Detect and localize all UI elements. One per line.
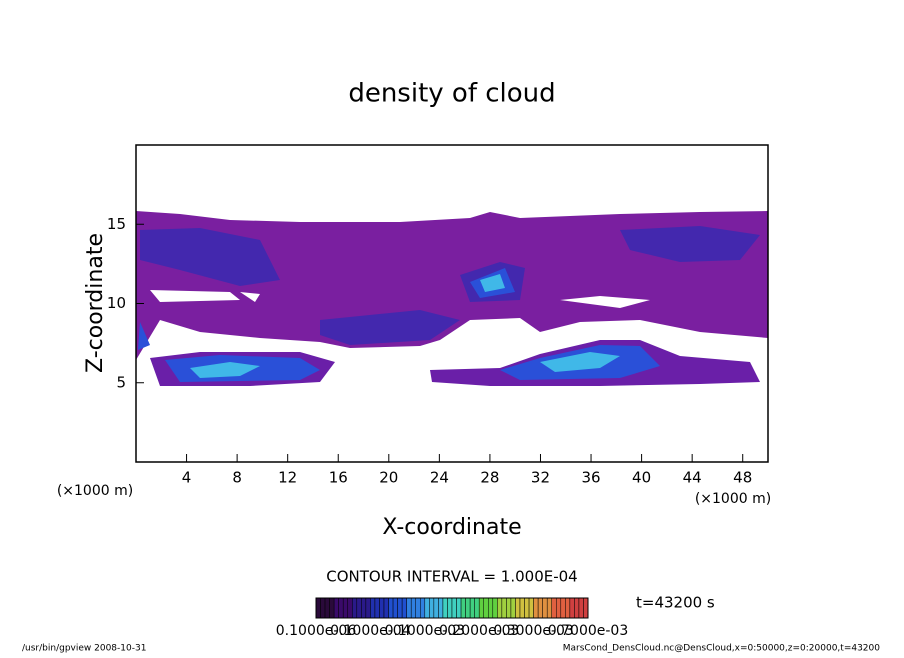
y-axis-label: Z-coordinate (83, 233, 108, 373)
colorbar-segment (365, 597, 371, 619)
colorbar-segment (542, 597, 548, 619)
colorbar-segment (515, 597, 521, 619)
x-tick-label: 28 (480, 469, 499, 487)
colorbar-segment (315, 597, 321, 619)
y-tick-label: 5 (116, 373, 126, 391)
colorbar-segment (578, 597, 584, 619)
colorbar-segment (438, 597, 444, 619)
cloud-region (190, 274, 620, 378)
x-tick-label: 24 (430, 469, 449, 487)
colorbar-segment (574, 597, 580, 619)
colorbar-segment (356, 597, 362, 619)
colorbar-label: 0.2000e-03 (439, 623, 519, 639)
colorbar-segment (510, 597, 516, 619)
colorbar-segment (551, 597, 557, 619)
colorbar-segment (569, 597, 575, 619)
x-axis-label: X-coordinate (382, 515, 521, 540)
colorbar-segment (528, 597, 534, 619)
colorbar-segment (433, 597, 439, 619)
colorbar-segment (488, 597, 494, 619)
x-tick-label: 36 (581, 469, 600, 487)
colorbar-segment (347, 597, 353, 619)
x-unit: (×1000 m) (695, 491, 771, 507)
colorbar-segment (342, 597, 348, 619)
colorbar-segment (324, 597, 330, 619)
colorbar-segment (465, 597, 471, 619)
colorbar-segment (333, 597, 339, 619)
colorbar-segment (383, 597, 389, 619)
colorbar-segment (537, 597, 543, 619)
colorbar-segment (370, 597, 376, 619)
colorbar-segment (483, 597, 489, 619)
colorbar-segment (533, 597, 539, 619)
colorbar-label: 0.1000e-06 (276, 623, 357, 639)
x-tick-label: 12 (278, 469, 297, 487)
colorbar-segment (361, 597, 367, 619)
x-tick-label: 8 (232, 469, 242, 487)
colorbar-label: 0.3000e-03 (493, 623, 573, 639)
colorbar-segment (415, 597, 421, 619)
colorbar-segment (451, 597, 457, 619)
colorbar-label: 0.1000e-04 (330, 623, 411, 639)
colorbar-segment (388, 597, 394, 619)
footer-right: MarsCond_DensCloud.nc@DensCloud,x=0:5000… (563, 644, 880, 654)
colorbar-segment (560, 597, 566, 619)
colorbar-segment (420, 597, 426, 619)
colorbar-segment (519, 597, 525, 619)
colorbar-segment (506, 597, 512, 619)
colorbar-segment (424, 597, 430, 619)
colorbar-segment (406, 597, 412, 619)
contour-interval: CONTOUR INTERVAL = 1.000E-04 (326, 568, 577, 586)
cloud-region (136, 211, 768, 360)
colorbar-segment (338, 597, 344, 619)
y-tick-label: 15 (107, 215, 126, 233)
cloud-gap (150, 290, 650, 308)
colorbar-segment (501, 597, 507, 619)
y-tick-label: 10 (107, 294, 126, 312)
x-tick-label: 40 (632, 469, 651, 487)
colorbar-segment (474, 597, 480, 619)
colorbar-label: 0.1000e-03 (385, 623, 465, 639)
colorbar: 0.1000e-060.1000e-040.1000e-030.2000e-03… (276, 597, 628, 639)
cloud-field (136, 211, 768, 386)
colorbar-segment (397, 597, 403, 619)
time-label: t=43200 s (636, 594, 715, 612)
colorbar-segment (556, 597, 562, 619)
colorbar-segment (329, 597, 335, 619)
colorbar-segment (374, 597, 380, 619)
colorbar-segment (492, 597, 498, 619)
colorbar-segment (379, 597, 385, 619)
colorbar-segment (546, 597, 552, 619)
colorbar-segment (565, 597, 571, 619)
colorbar-segment (352, 597, 358, 619)
cloud-region (140, 226, 760, 345)
colorbar-segment (401, 597, 407, 619)
x-tick-label: 32 (531, 469, 550, 487)
colorbar-segment (442, 597, 448, 619)
colorbar-segment (460, 597, 466, 619)
colorbar-segment (410, 597, 416, 619)
colorbar-segment (320, 597, 326, 619)
colorbar-segment (524, 597, 530, 619)
x-tick-label: 44 (683, 469, 702, 487)
footer-left: /usr/bin/gpview 2008-10-31 (22, 644, 146, 654)
chart-title: density of cloud (348, 79, 555, 109)
colorbar-segment (447, 597, 453, 619)
colorbar-segment (469, 597, 475, 619)
x-unit: (×1000 m) (57, 483, 133, 499)
x-tick-label: 4 (182, 469, 192, 487)
colorbar-segment (583, 597, 589, 619)
colorbar-frame (315, 597, 589, 619)
colorbar-segment (456, 597, 462, 619)
colorbar-segment (497, 597, 503, 619)
x-tick-label: 48 (733, 469, 752, 487)
colorbar-segment (392, 597, 398, 619)
x-tick-label: 20 (379, 469, 398, 487)
x-tick-label: 16 (329, 469, 348, 487)
colorbar-segment (429, 597, 435, 619)
colorbar-label: 0.7000e-03 (548, 623, 628, 639)
cloud-region (138, 268, 660, 382)
colorbar-segment (478, 597, 484, 619)
